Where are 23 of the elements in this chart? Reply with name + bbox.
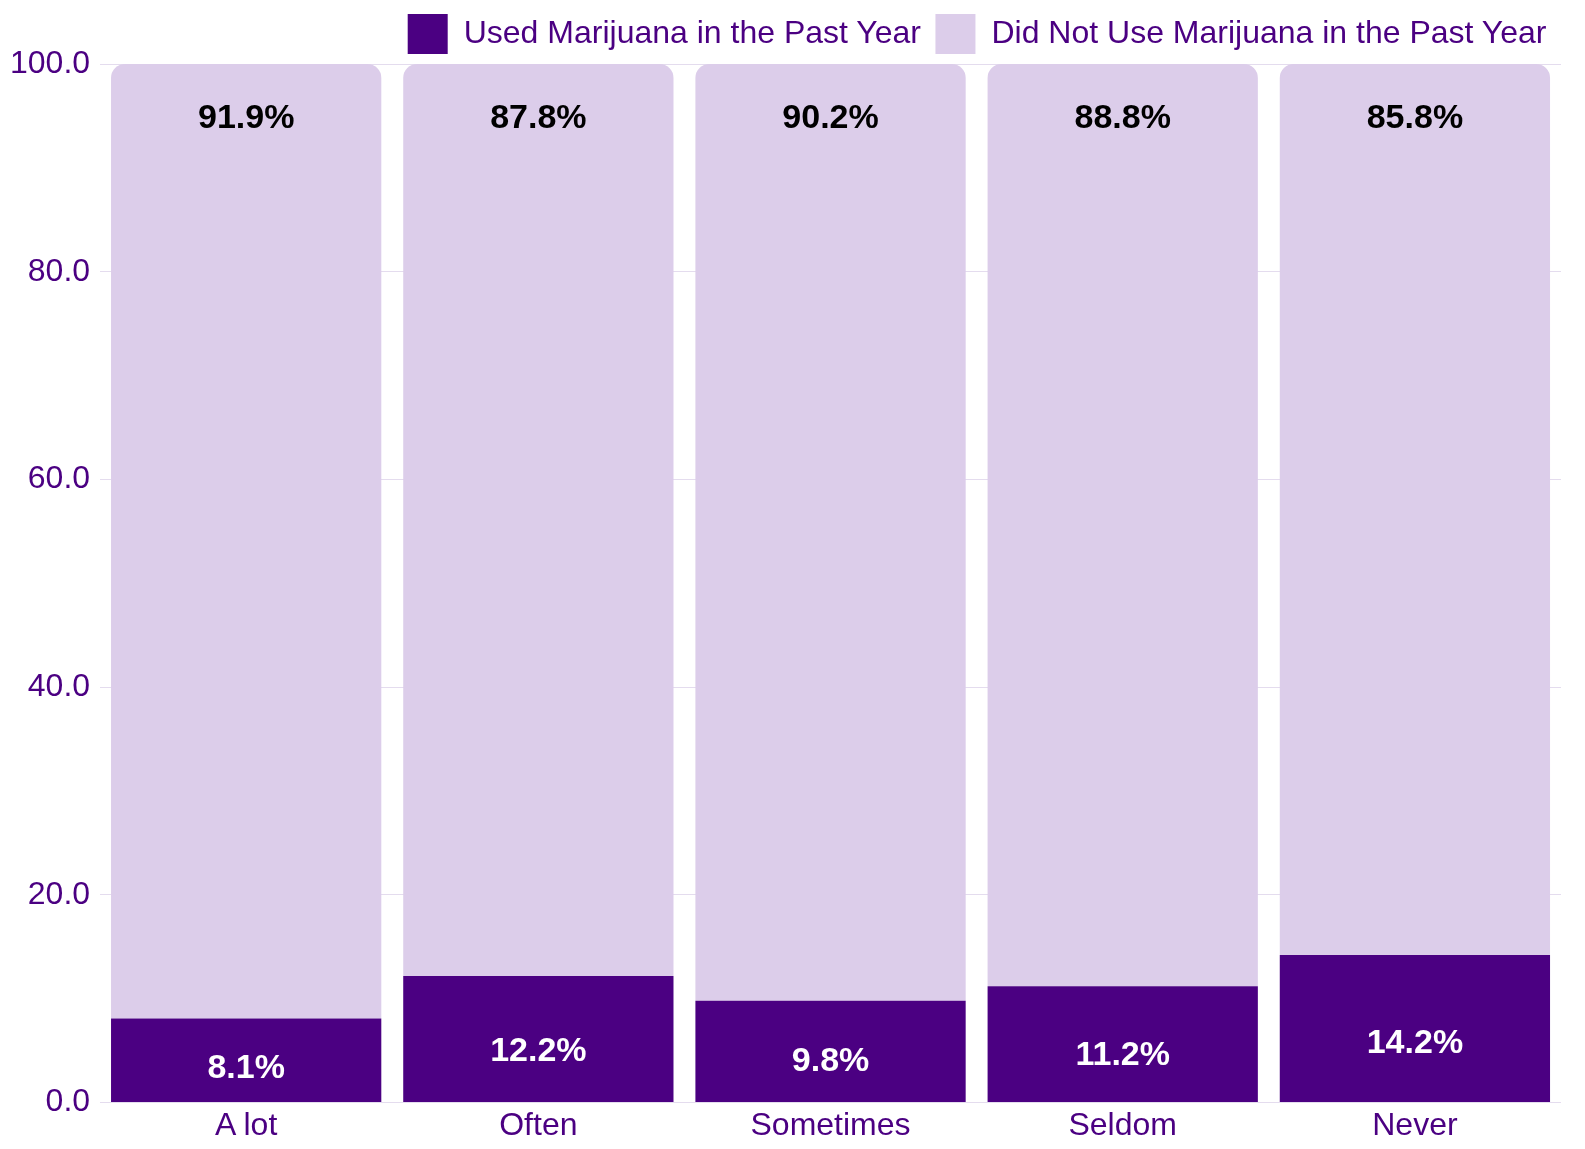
x-tick-label: Often — [499, 1105, 578, 1142]
x-tick-label: Seldom — [1068, 1105, 1177, 1142]
data-label: 91.9% — [197, 97, 295, 136]
y-tick-label: 40.0 — [27, 666, 91, 703]
y-tick-label: 0.0 — [45, 1082, 91, 1119]
data-label: 12.2% — [490, 1029, 587, 1068]
y-tick-label: 20.0 — [27, 874, 91, 911]
data-label: 11.2% — [1075, 1034, 1170, 1073]
data-label: 8.1% — [207, 1047, 285, 1086]
data-label: 9.8% — [791, 1039, 870, 1078]
y-tick-label: 60.0 — [27, 459, 91, 496]
data-label: 88.8% — [1074, 97, 1171, 136]
data-label: 85.8% — [1366, 97, 1464, 136]
legend-label: Did Not Use Marijuana in the Past Year — [991, 13, 1547, 50]
data-label: 14.2% — [1366, 1021, 1464, 1060]
y-tick-label: 80.0 — [27, 251, 91, 288]
legend-label: Used Marijuana in the Past Year — [463, 13, 922, 50]
x-tick-label: A lot — [215, 1105, 278, 1142]
data-label: 87.8% — [490, 97, 587, 136]
y-tick-label: 100.0 — [10, 43, 91, 80]
data-label: 90.2% — [782, 97, 879, 136]
x-tick-label: Never — [1372, 1105, 1458, 1142]
x-tick-label: Sometimes — [750, 1105, 911, 1142]
